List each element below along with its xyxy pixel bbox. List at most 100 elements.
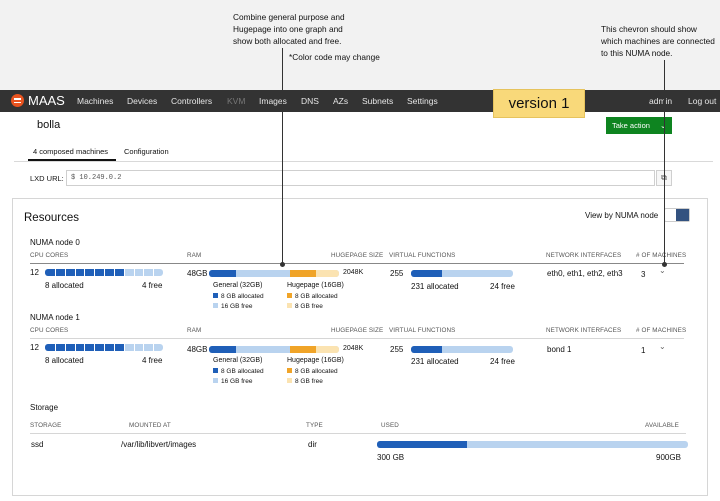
callout-dot-ram <box>280 262 285 267</box>
ram-general-allocated <box>209 346 236 353</box>
col-cpu-cores: CPU CORES <box>30 327 69 334</box>
numa-node-1-title: NUMA node 1 <box>30 313 80 322</box>
cpu-total: 12 <box>30 268 39 277</box>
network-interfaces: eth0, eth1, eth2, eth3 <box>547 269 623 278</box>
cpu-meter-divider <box>123 344 125 351</box>
legend-hugepage-allocated: 8 GB allocated <box>287 293 338 300</box>
legend-hugepage-free: 8 GB free <box>287 303 323 310</box>
nav-subnets[interactable]: Subnets <box>362 96 394 106</box>
legend-general-allocated: 8 GB allocated <box>213 368 264 375</box>
machine-count: 1 <box>641 346 646 355</box>
col-cpu-cores: CPU CORES <box>30 252 69 259</box>
col-ram: RAM <box>187 327 202 334</box>
nav-controllers[interactable]: Controllers <box>171 96 213 106</box>
ram-hugepage-free <box>316 270 339 277</box>
ram-hugepage-free <box>316 346 339 353</box>
node-1-header-divider <box>30 338 684 339</box>
nav-logout[interactable]: Log out <box>688 96 717 106</box>
storage-used: 300 GB <box>377 453 405 462</box>
ram-hugepage-allocated <box>290 270 316 277</box>
numa-toggle[interactable] <box>664 208 690 222</box>
cpu-total: 12 <box>30 343 39 352</box>
cpu-meter-divider <box>74 269 76 276</box>
ram-general-allocated <box>209 270 236 277</box>
annotation-chevron: This chevron should show which machines a… <box>601 24 715 58</box>
callout-line-chevron <box>664 60 665 266</box>
network-interfaces: bond 1 <box>547 345 572 354</box>
storage-mount: /var/lib/libvert/images <box>121 440 197 449</box>
legend-general-free: 16 GB free <box>213 303 252 310</box>
cpu-meter-divider <box>74 344 76 351</box>
cpu-free: 4 free <box>142 356 163 365</box>
nav-azs[interactable]: AZs <box>333 96 349 106</box>
col-hugepage-size: HUGEPAGE SIZE <box>331 252 384 259</box>
col-ram: RAM <box>187 252 202 259</box>
callout-dot-chevron <box>662 262 667 267</box>
storage-name: ssd <box>31 440 44 449</box>
storage-meter-used <box>377 441 468 448</box>
cpu-meter <box>45 269 163 276</box>
vf-allocated: 231 allocated <box>411 282 459 291</box>
storage-meter <box>377 441 688 448</box>
cpu-meter-divider <box>54 269 56 276</box>
chevron-down-icon[interactable]: ⌄ <box>659 266 666 275</box>
col-network-interfaces: NETWORK INTERFACES <box>546 252 622 259</box>
cpu-meter-divider <box>153 344 155 351</box>
nav-machines[interactable]: Machines <box>77 96 114 106</box>
col-used: USED <box>381 422 399 429</box>
vf-total: 255 <box>390 269 404 278</box>
col-network-interfaces: NETWORK INTERFACES <box>546 327 622 334</box>
cpu-free: 4 free <box>142 281 163 290</box>
col-type: TYPE <box>306 422 323 429</box>
take-action-button[interactable]: Take action⌄ <box>606 117 672 134</box>
cpu-meter-divider <box>64 269 66 276</box>
cpu-meter-divider <box>143 269 145 276</box>
col-num-machines: # OF MACHINES <box>636 327 687 334</box>
brand[interactable]: MAAS <box>28 93 65 108</box>
nav-dns[interactable]: DNS <box>301 96 319 106</box>
tab-configuration[interactable]: Configuration <box>124 147 169 156</box>
cpu-meter-divider <box>113 269 115 276</box>
vf-meter-allocated <box>411 270 442 277</box>
toggle-knob <box>676 209 689 221</box>
cpu-allocated: 8 allocated <box>45 281 84 290</box>
cpu-meter-divider <box>123 269 125 276</box>
storage-header-divider <box>30 433 686 434</box>
active-tab-indicator <box>28 159 116 161</box>
vf-total: 255 <box>390 345 404 354</box>
nav-devices[interactable]: Devices <box>127 96 158 106</box>
cpu-meter-divider <box>113 344 115 351</box>
numa-node-0-title: NUMA node 0 <box>30 238 80 247</box>
col-available: AVAILABLE <box>645 422 679 429</box>
top-navigation: MAAS Machines Devices Controllers KVM Im… <box>0 90 720 112</box>
nav-admin[interactable]: admin <box>649 96 673 106</box>
node-0-header-divider <box>30 263 684 264</box>
tab-composed-machines[interactable]: 4 composed machines <box>33 147 109 156</box>
nav-images[interactable]: Images <box>259 96 287 106</box>
numa-toggle-label: View by NUMA node <box>585 211 659 220</box>
ram-general-label: General (32GB) <box>213 357 263 364</box>
ram-total: 48GB <box>187 345 208 354</box>
lxd-url-field[interactable]: $ 10.249.0.2 <box>66 170 655 186</box>
page-title: bolla <box>37 119 61 131</box>
col-storage: STORAGE <box>30 422 62 429</box>
callout-line-ram <box>282 48 283 264</box>
cpu-meter-divider <box>84 269 86 276</box>
ram-hugepage-allocated <box>290 346 316 353</box>
nav-kvm[interactable]: KVM <box>227 96 246 106</box>
ram-hugepage-label: Hugepage (16GB) <box>287 282 344 289</box>
vf-meter-allocated <box>411 346 442 353</box>
storage-title: Storage <box>30 403 59 412</box>
ram-general-free <box>236 270 290 277</box>
chevron-down-icon: ⌄ <box>660 117 666 134</box>
cpu-meter-divider <box>104 344 105 351</box>
chevron-down-icon[interactable]: ⌄ <box>659 342 666 351</box>
legend-general-free: 16 GB free <box>213 378 252 385</box>
maas-logo-icon[interactable] <box>11 94 24 107</box>
ram-hugepage-label: Hugepage (16GB) <box>287 357 344 364</box>
col-virtual-functions: VIRTUAL FUNCTIONS <box>389 252 456 259</box>
vf-free: 24 free <box>490 357 515 366</box>
hugepage-size: 2048K <box>343 269 364 276</box>
ram-total: 48GB <box>187 269 208 278</box>
nav-settings[interactable]: Settings <box>407 96 438 106</box>
